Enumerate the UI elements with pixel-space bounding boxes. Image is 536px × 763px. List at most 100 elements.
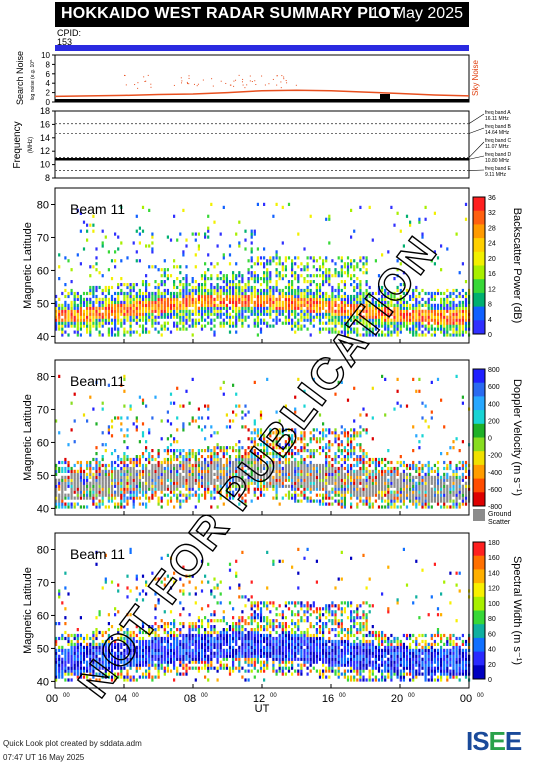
rti-cell — [322, 312, 325, 316]
rti-cell — [126, 499, 129, 503]
rti-cell — [281, 306, 284, 310]
rti-cell — [424, 318, 427, 322]
rti-cell — [297, 300, 300, 304]
rti-cell — [334, 493, 337, 497]
rti-cell — [194, 324, 197, 328]
rti-cell — [70, 318, 73, 322]
rti-cell — [306, 496, 309, 500]
rti-cell — [312, 291, 315, 296]
rti-cell — [123, 434, 126, 438]
rti-cell — [359, 303, 362, 307]
rti-cell — [104, 490, 107, 494]
rti-cell — [278, 443, 281, 447]
rti-cell — [135, 321, 138, 325]
rti-cell — [343, 262, 346, 266]
rti-cell — [126, 490, 129, 494]
rti-cell — [455, 306, 458, 310]
rti-cell — [440, 324, 443, 328]
rti-cell — [381, 333, 384, 337]
rti-cell — [300, 324, 303, 328]
rti-cell — [365, 484, 368, 488]
rti-cell — [126, 672, 129, 676]
rti-cell — [120, 625, 123, 629]
lat-tick-label: 70 — [37, 404, 49, 416]
rti-cell — [176, 416, 179, 420]
rti-cell — [405, 493, 409, 497]
rti-cell — [107, 622, 110, 626]
rti-cell — [67, 318, 70, 322]
rti-cell — [67, 642, 70, 646]
rti-cell — [433, 475, 436, 479]
rti-cell — [390, 330, 393, 334]
noise-scatter-point — [283, 78, 285, 80]
rti-cell — [306, 297, 309, 301]
rti-cell — [322, 463, 325, 468]
rti-cell — [185, 288, 188, 293]
rti-cell — [318, 484, 322, 488]
rti-cell — [306, 274, 309, 278]
rti-cell — [297, 324, 300, 328]
rti-cell — [197, 416, 200, 420]
rti-cell — [188, 475, 191, 479]
rti-cell — [253, 422, 256, 426]
rti-cell — [433, 330, 436, 334]
rti-cell — [79, 481, 82, 485]
rti-cell — [464, 330, 468, 334]
rti-cell — [340, 431, 343, 435]
rti-cell — [73, 481, 76, 485]
rti-cell — [64, 457, 67, 462]
rti-cell — [328, 214, 331, 218]
rti-cell — [272, 300, 275, 304]
rti-cell — [64, 607, 67, 611]
rti-cell — [256, 259, 259, 263]
rti-cell — [123, 487, 126, 491]
rti-cell — [160, 283, 163, 287]
rti-cell — [387, 303, 390, 307]
rti-cell — [126, 330, 129, 334]
rti-cell — [415, 469, 418, 473]
rti-cell — [117, 416, 120, 420]
rti-cell — [126, 633, 129, 638]
rti-cell — [418, 333, 421, 337]
rti-cell — [350, 472, 353, 476]
rti-cell — [250, 460, 253, 465]
rti-cell — [294, 410, 297, 414]
rti-cell — [430, 490, 433, 494]
rti-cell — [95, 324, 98, 328]
rti-cell — [461, 463, 464, 468]
rti-cell — [89, 469, 92, 473]
rti-cell — [151, 241, 154, 245]
rti-cell — [368, 318, 371, 322]
rti-cell — [219, 288, 222, 293]
rti-cell — [384, 333, 387, 337]
colorbar-tick-label: 12 — [488, 286, 496, 293]
rti-cell — [409, 312, 412, 316]
rti-cell — [396, 333, 399, 337]
rti-cell — [126, 416, 129, 420]
rti-cell — [356, 300, 359, 304]
rti-cell — [318, 309, 322, 313]
rti-cell — [176, 324, 179, 328]
rti-cell — [405, 478, 409, 482]
rti-cell — [76, 669, 79, 673]
noise-scatter-point — [242, 84, 244, 86]
rti-cell — [117, 306, 120, 310]
rti-cell — [98, 271, 101, 275]
rti-cell — [278, 256, 281, 260]
rti-cell — [197, 291, 200, 296]
rti-cell — [188, 294, 191, 299]
rti-cell — [424, 419, 427, 423]
rti-cell — [67, 294, 70, 299]
rti-cell — [297, 294, 300, 299]
rti-cell — [120, 460, 123, 465]
rti-cell — [464, 321, 468, 325]
rti-cell — [418, 496, 421, 500]
rti-cell — [126, 446, 129, 450]
rti-cell — [396, 309, 399, 313]
rti-cell — [368, 478, 371, 482]
rti-cell — [117, 463, 120, 468]
rti-cell — [101, 324, 104, 328]
rti-cell — [247, 303, 250, 307]
rti-cell — [393, 306, 396, 310]
